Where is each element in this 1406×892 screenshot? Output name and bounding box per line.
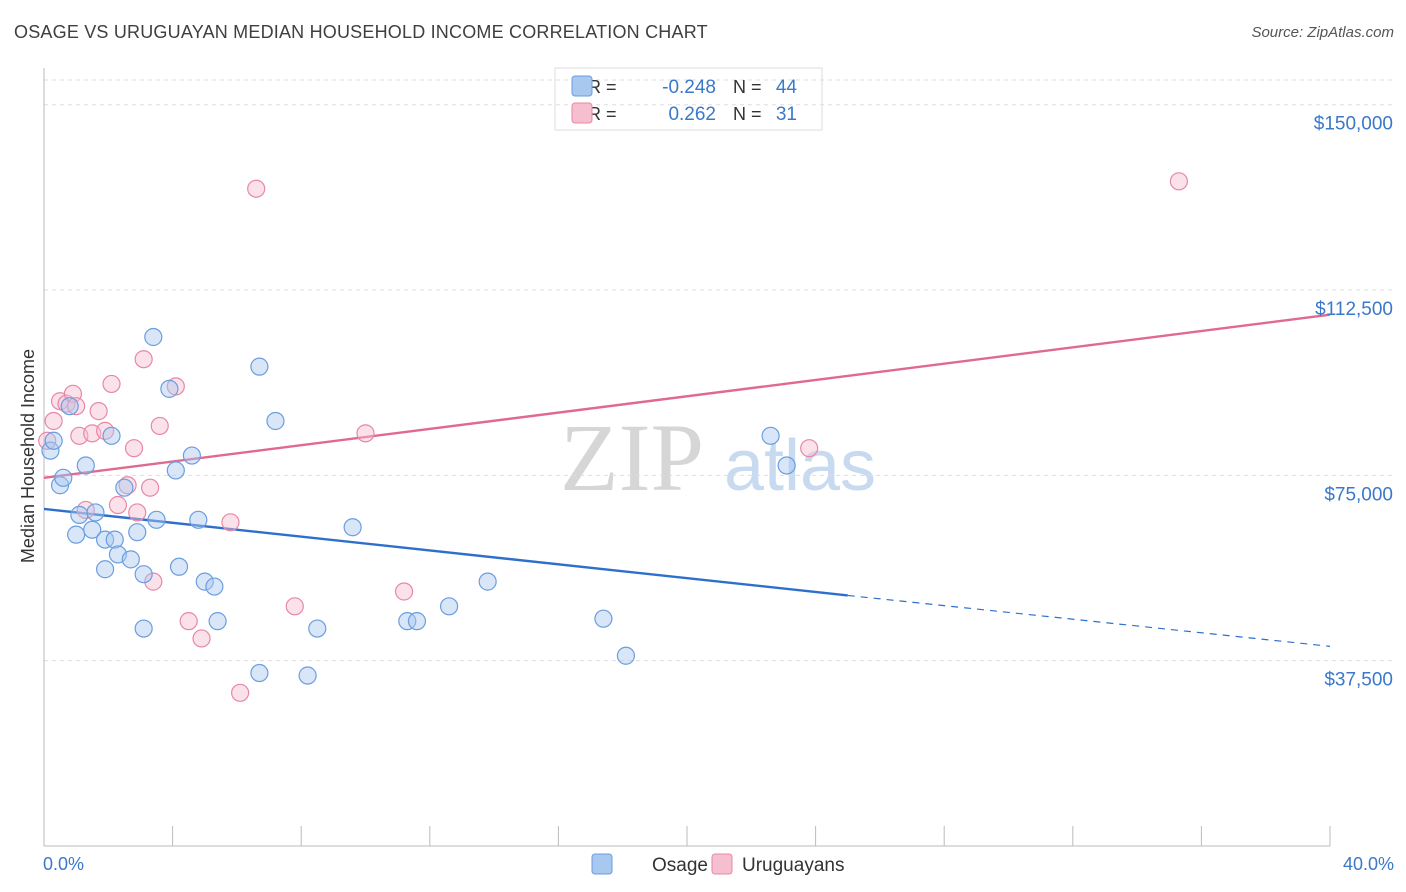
osage-point [167,462,184,479]
legend-bottom-swatch-osage [592,854,612,874]
scatter-chart: ZIP atlas $37,500 $75,000 $112,500 $150,000… [0,0,1406,892]
y-tick-label: $75,000 [1324,484,1393,505]
uruguayans-point [109,497,126,514]
watermark-atlas: atlas [724,426,876,506]
osage-point [135,620,152,637]
osage-point [161,380,178,397]
uruguayans-point [90,403,107,420]
legend-n-value-uruguayans: 31 [776,104,797,125]
osage-point [309,620,326,637]
uruguayans-point [286,598,303,615]
uruguayans-point [1170,173,1187,190]
osage-trend-line-dashed [848,595,1330,646]
osage-point [61,398,78,415]
uruguayans-point [45,412,62,429]
osage-point [408,613,425,630]
legend-n-value-osage: 44 [776,77,798,98]
osage-point [441,598,458,615]
osage-point [267,412,284,429]
osage-point [183,447,200,464]
y-axis-label: Median Household Income [18,349,38,563]
osage-point [344,519,361,536]
osage-point [299,667,316,684]
y-tick-label: $112,500 [1315,299,1393,320]
legend-swatch-osage [572,76,592,96]
osage-point [87,504,104,521]
y-tick-label: $150,000 [1314,114,1393,135]
osage-point [190,511,207,528]
uruguayans-point [801,440,818,457]
uruguayans-point [357,425,374,442]
watermark-zip: ZIP [560,404,704,511]
osage-point [77,457,94,474]
uruguayans-point [126,440,143,457]
osage-point [148,511,165,528]
osage-point [71,506,88,523]
uruguayans-point [248,180,265,197]
osage-point [617,647,634,664]
legend-r-value-uruguayans: 0.262 [668,104,716,125]
osage-point [206,578,223,595]
uruguayans-point [180,613,197,630]
legend-bottom-label-osage: Osage [652,855,708,876]
y-tick-labels: $37,500 $75,000 $112,500 $150,000 [1314,114,1393,691]
osage-point [129,524,146,541]
osage-point [45,432,62,449]
uruguayans-point [135,351,152,368]
osage-point [209,613,226,630]
legend-swatch-uruguayans [572,103,592,123]
uruguayans-point [129,504,146,521]
osage-point [778,457,795,474]
osage-point [68,526,85,543]
osage-point [479,573,496,590]
uruguayans-point [103,375,120,392]
uruguayans-point [232,684,249,701]
osage-point [251,358,268,375]
x-tick-max: 40.0% [1343,854,1394,874]
osage-point [251,665,268,682]
osage-point [55,469,72,486]
x-tick-min: 0.0% [43,854,84,874]
uruguayans-point [222,514,239,531]
osage-point [145,328,162,345]
legend-n-label-uruguayans: N = [733,104,762,124]
legend-n-label-osage: N = [733,77,762,97]
osage-point [106,531,123,548]
osage-point [103,427,120,444]
legend-bottom-label-uruguayans: Uruguayans [742,855,844,876]
osage-point [116,479,133,496]
osage-point [135,566,152,583]
osage-point [97,561,114,578]
legend-r-value-osage: -0.248 [662,77,716,98]
osage-point [762,427,779,444]
uruguayans-point [151,417,168,434]
osage-point [595,610,612,627]
uruguayans-point [193,630,210,647]
y-tick-label: $37,500 [1324,670,1393,691]
osage-point [171,558,188,575]
uruguayans-point [142,479,159,496]
legend-bottom-swatch-uruguayans [712,854,732,874]
uruguayans-point [396,583,413,600]
osage-point [122,551,139,568]
grid-lines [44,80,1395,661]
